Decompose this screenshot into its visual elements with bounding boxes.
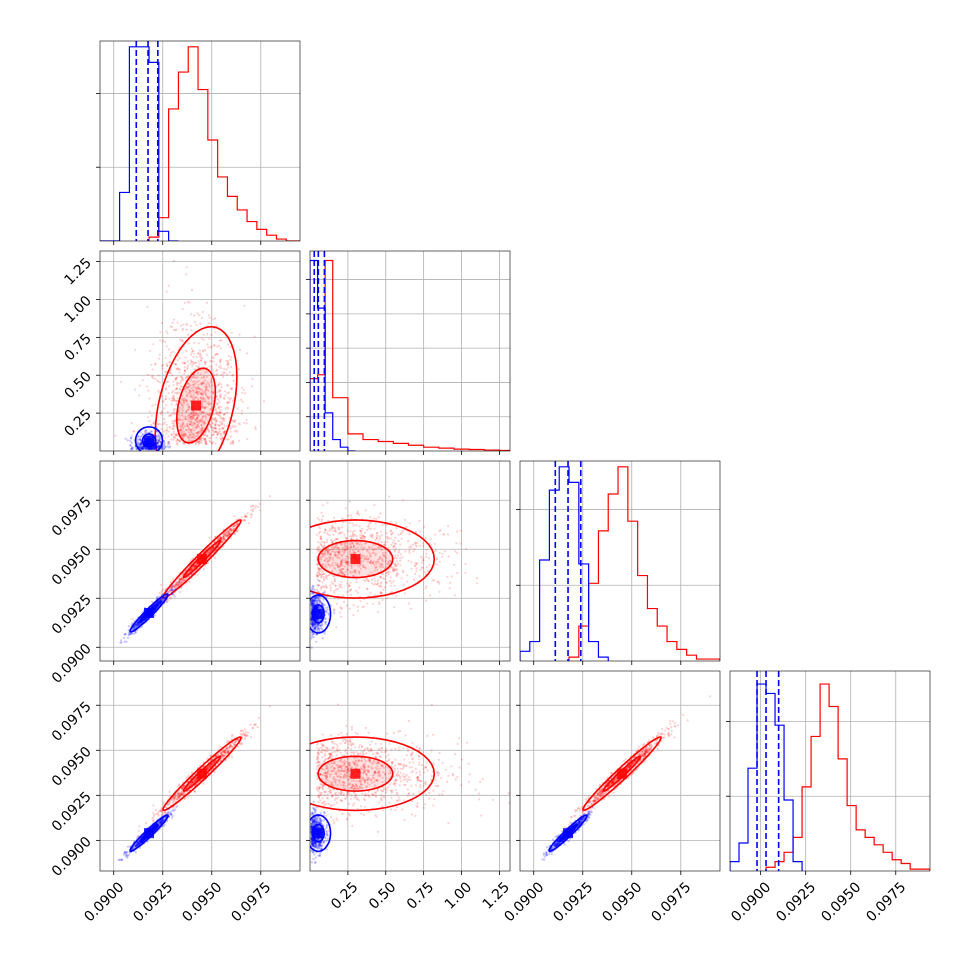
contour (311, 604, 325, 624)
contour (548, 814, 588, 853)
contour (139, 603, 159, 623)
density-panel-0-1: 0.25 0.50 0.75 1.00 1.25 (61, 250, 301, 455)
density-0-2-frame (99, 460, 301, 662)
density-panel-1-3: 0.25 0.50 0.75 1.00 1.25 (306, 670, 513, 913)
blue-density-peak (313, 608, 324, 619)
x-tick-label: 0.0950 (818, 879, 864, 925)
y-tick-label: 0.0975 (49, 494, 95, 540)
x-tick-label: 0.0925 (130, 879, 176, 925)
density-panel-0-3: 0.0900 0.0925 0.0950 0.09750.09000.09250.09… (49, 670, 301, 925)
x-tick-label: 0.0950 (179, 879, 225, 925)
y-tick-label: 0.0950 (49, 744, 95, 790)
contour (310, 594, 332, 634)
histogram-panel-2 (516, 460, 721, 665)
x-tick-label: 0.50 (366, 879, 399, 912)
histogram-panel-3: 0.0900 0.0925 0.0950 0.0975 (726, 670, 931, 925)
x-tick-label: 0.0975 (228, 879, 274, 925)
blue-histogram (520, 466, 609, 661)
y-tick-label: 1.25 (61, 255, 94, 288)
histogram-3-frame (729, 670, 931, 872)
y-tick-label: 0.75 (61, 331, 94, 364)
contour (182, 755, 222, 792)
density-1-2-frame (309, 460, 511, 662)
y-tick-label: 0.0900 (49, 641, 95, 687)
red-histogram (148, 46, 300, 241)
y-tick-label: 0.0950 (49, 543, 95, 589)
y-tick-label: 0.0900 (49, 834, 95, 880)
contour (182, 539, 222, 579)
x-tick-label: 0.0950 (599, 879, 645, 925)
contour (602, 755, 642, 792)
x-tick-label: 0.25 (328, 879, 361, 912)
density-panel-1-2 (306, 460, 511, 665)
contour (582, 736, 662, 812)
histogram-2-frame (519, 460, 721, 662)
contour (310, 736, 436, 812)
red-samples (563, 695, 712, 832)
contour (154, 325, 238, 451)
histogram-panel-0 (96, 40, 301, 245)
blue-density-peak (144, 435, 155, 446)
blue-histogram (730, 683, 803, 871)
red-density-peak (196, 768, 207, 779)
blue-density-peak (313, 828, 324, 839)
contour (317, 755, 394, 792)
red-density-peak (616, 768, 627, 779)
x-tick-label: 0.0925 (550, 879, 596, 925)
histogram-0-frame (99, 40, 301, 242)
blue-density-peak (144, 607, 155, 618)
histogram-panel-1 (306, 250, 511, 455)
x-tick-label: 0.0925 (773, 879, 819, 925)
y-tick-label: 0.0925 (49, 592, 95, 638)
density-1-3-frame (309, 670, 511, 872)
y-tick-label: 0.50 (61, 369, 94, 402)
x-tick-label: 1.00 (442, 879, 475, 912)
density-panel-2-3: 0.0900 0.0925 0.0950 0.0975 (501, 670, 721, 925)
contour (310, 519, 436, 599)
density-0-3-frame (99, 670, 301, 872)
red-histogram (310, 259, 510, 451)
contour (129, 593, 169, 633)
x-tick-label: 0.0900 (81, 879, 127, 925)
contour (317, 539, 394, 579)
y-tick-label: 0.25 (61, 407, 94, 440)
contour (310, 814, 332, 853)
blue-histogram (100, 46, 179, 241)
contour (558, 823, 578, 843)
y-tick-label: 0.0925 (49, 789, 95, 835)
contour (141, 433, 157, 448)
red-density-peak (350, 768, 361, 779)
red-histogram (765, 683, 930, 871)
density-0-1-frame (99, 250, 301, 452)
contour (175, 367, 217, 444)
y-tick-label: 1.00 (61, 293, 94, 326)
x-tick-label: 0.0975 (648, 879, 694, 925)
x-tick-label: 0.0975 (863, 879, 909, 925)
red-samples (315, 703, 510, 834)
red-density-peak (191, 400, 202, 411)
contour (134, 426, 164, 451)
red-density-peak (350, 554, 361, 565)
contour (139, 823, 159, 843)
x-tick-label: 0.75 (404, 879, 437, 912)
x-tick-label: 0.0900 (728, 879, 774, 925)
contour (162, 736, 242, 812)
contour (162, 519, 242, 599)
red-density-peak (196, 554, 207, 565)
contour (129, 814, 169, 853)
contour (311, 823, 325, 843)
blue-density-peak (144, 828, 155, 839)
density-2-3-frame (519, 670, 721, 872)
y-tick-label: 0.0975 (49, 699, 95, 745)
blue-density-peak (563, 828, 574, 839)
red-histogram (568, 466, 720, 661)
histogram-1-frame (309, 250, 511, 452)
